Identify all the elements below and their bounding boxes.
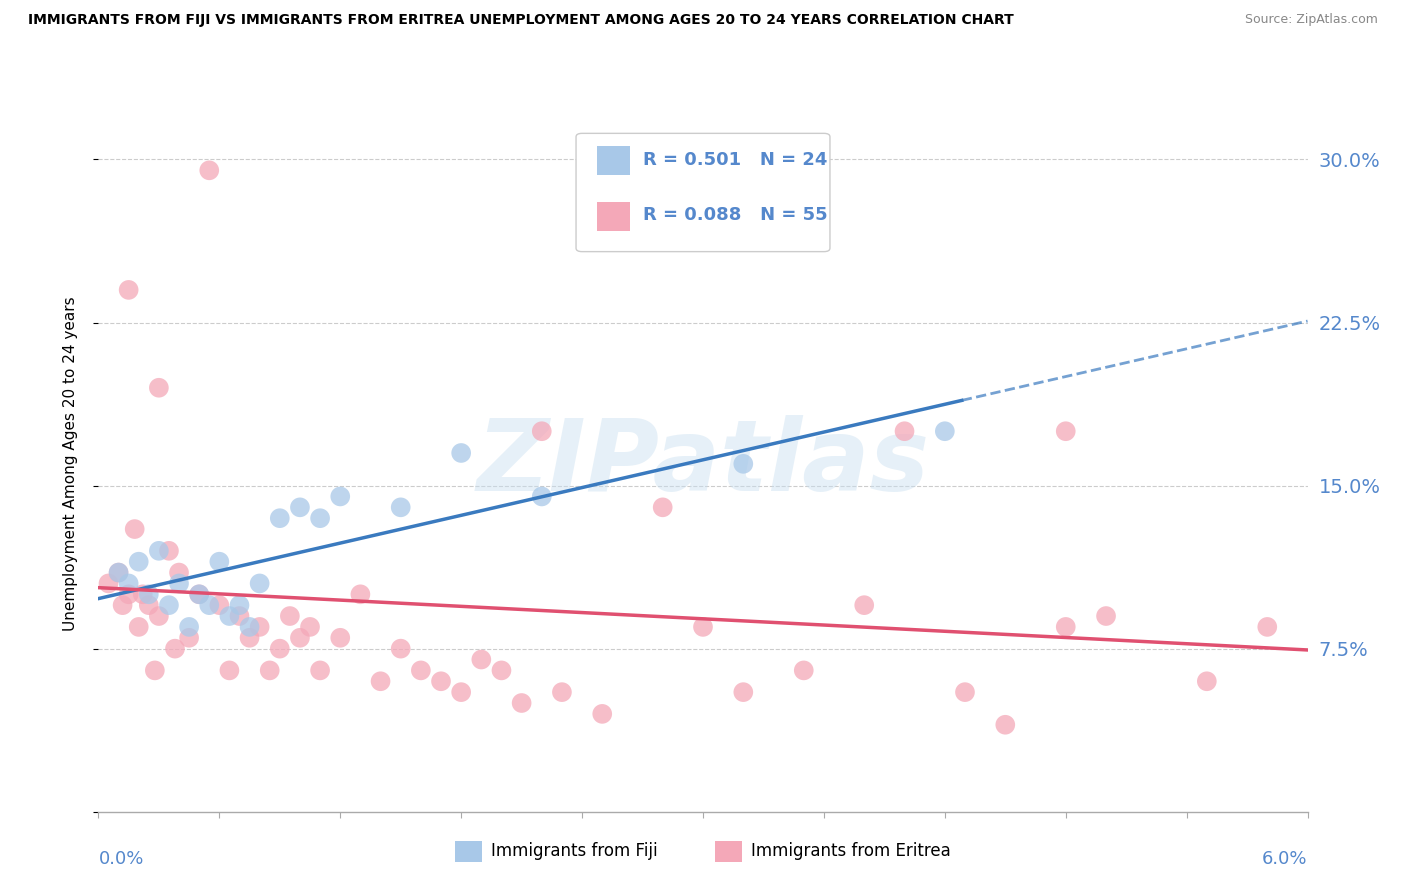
- Text: Immigrants from Eritrea: Immigrants from Eritrea: [751, 842, 950, 861]
- Point: [143, 664, 166, 678]
- Point: [138, 598, 160, 612]
- Point: [132, 587, 155, 601]
- Point: [370, 674, 392, 689]
- Point: [450, 446, 472, 460]
- Point: [288, 500, 311, 515]
- Point: [733, 457, 755, 471]
- Point: [228, 609, 250, 624]
- Point: [1054, 620, 1077, 634]
- Point: [591, 706, 613, 721]
- Point: [148, 609, 170, 624]
- Point: [163, 641, 186, 656]
- Point: [510, 696, 533, 710]
- Point: [138, 587, 160, 601]
- Point: [111, 598, 134, 612]
- Point: [128, 555, 150, 569]
- Text: 6.0%: 6.0%: [1263, 850, 1308, 868]
- Point: [167, 566, 190, 580]
- Text: ZIPatlas: ZIPatlas: [477, 416, 929, 512]
- FancyBboxPatch shape: [716, 841, 742, 862]
- Point: [793, 664, 815, 678]
- Point: [188, 587, 211, 601]
- Point: [430, 674, 453, 689]
- Point: [128, 620, 150, 634]
- Point: [934, 424, 956, 438]
- Point: [198, 598, 221, 612]
- Point: [124, 522, 146, 536]
- Point: [530, 424, 553, 438]
- Text: Source: ZipAtlas.com: Source: ZipAtlas.com: [1244, 13, 1378, 27]
- Point: [1195, 674, 1218, 689]
- Point: [309, 511, 332, 525]
- Point: [249, 620, 271, 634]
- Point: [107, 566, 129, 580]
- Point: [259, 664, 281, 678]
- Point: [218, 609, 240, 624]
- Point: [299, 620, 322, 634]
- Point: [470, 652, 492, 666]
- Point: [389, 641, 412, 656]
- Point: [278, 609, 301, 624]
- Point: [269, 511, 291, 525]
- Point: [389, 500, 412, 515]
- Text: Immigrants from Fiji: Immigrants from Fiji: [492, 842, 658, 861]
- Point: [329, 631, 352, 645]
- Text: 0.0%: 0.0%: [98, 850, 143, 868]
- Point: [179, 620, 201, 634]
- Point: [953, 685, 976, 699]
- Point: [349, 587, 371, 601]
- Point: [118, 283, 141, 297]
- Point: [692, 620, 714, 634]
- Point: [651, 500, 673, 515]
- Text: R = 0.501   N = 24: R = 0.501 N = 24: [643, 152, 827, 169]
- Point: [249, 576, 271, 591]
- Point: [218, 664, 240, 678]
- Point: [239, 620, 262, 634]
- Point: [148, 381, 170, 395]
- Point: [1256, 620, 1278, 634]
- FancyBboxPatch shape: [596, 146, 630, 175]
- Point: [107, 566, 129, 580]
- Point: [288, 631, 311, 645]
- Point: [228, 598, 250, 612]
- Point: [853, 598, 876, 612]
- Point: [450, 685, 472, 699]
- Point: [239, 631, 262, 645]
- Text: R = 0.088   N = 55: R = 0.088 N = 55: [643, 206, 827, 225]
- Point: [994, 717, 1017, 731]
- Point: [329, 490, 352, 504]
- FancyBboxPatch shape: [456, 841, 482, 862]
- Point: [208, 598, 231, 612]
- Point: [893, 424, 915, 438]
- Text: IMMIGRANTS FROM FIJI VS IMMIGRANTS FROM ERITREA UNEMPLOYMENT AMONG AGES 20 TO 24: IMMIGRANTS FROM FIJI VS IMMIGRANTS FROM …: [28, 13, 1014, 28]
- Point: [491, 664, 513, 678]
- FancyBboxPatch shape: [576, 134, 830, 252]
- Point: [167, 576, 190, 591]
- Point: [148, 544, 170, 558]
- Point: [118, 587, 141, 601]
- Point: [1095, 609, 1118, 624]
- Point: [188, 587, 211, 601]
- Point: [157, 598, 180, 612]
- Point: [97, 576, 120, 591]
- Point: [1054, 424, 1077, 438]
- Point: [733, 685, 755, 699]
- Y-axis label: Unemployment Among Ages 20 to 24 years: Unemployment Among Ages 20 to 24 years: [63, 296, 77, 632]
- Point: [179, 631, 201, 645]
- Point: [198, 163, 221, 178]
- FancyBboxPatch shape: [596, 202, 630, 231]
- Point: [530, 490, 553, 504]
- Point: [157, 544, 180, 558]
- Point: [118, 576, 141, 591]
- Point: [409, 664, 432, 678]
- Point: [309, 664, 332, 678]
- Point: [551, 685, 574, 699]
- Point: [208, 555, 231, 569]
- Point: [269, 641, 291, 656]
